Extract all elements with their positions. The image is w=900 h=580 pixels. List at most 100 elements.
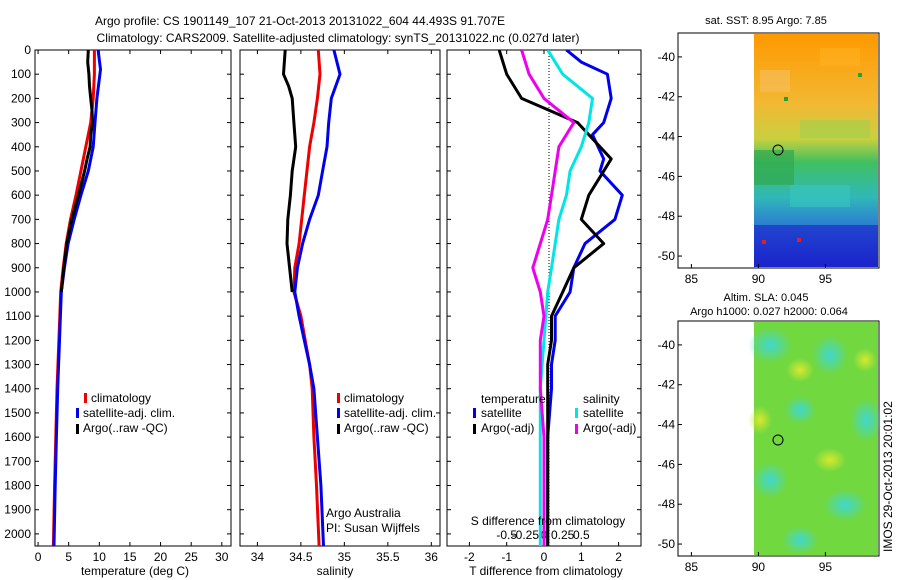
sst-map-panel: sat. SST: 8.95 Argo: 7.85 85 90 95 -40 -42 -4… bbox=[658, 15, 880, 286]
legend-swatch-satellite bbox=[337, 408, 340, 418]
temperature-legend: climatology satellite-adj. clim. Argo(..… bbox=[76, 391, 175, 435]
legend-title-temperature: temperature bbox=[481, 392, 546, 406]
sla-blob bbox=[823, 489, 867, 521]
y-tick-label: 1600 bbox=[4, 430, 31, 444]
sst-patch bbox=[754, 225, 878, 267]
sla-blob bbox=[814, 448, 846, 472]
y-tick-label: 1400 bbox=[4, 382, 31, 396]
legend-label-climatology: climatology bbox=[91, 391, 151, 405]
y-tick-label: 1700 bbox=[4, 454, 31, 468]
sla-field bbox=[748, 322, 882, 555]
sla-blob bbox=[752, 462, 788, 498]
figure-title-line2: Climatology: CARS2009. Satellite-adjuste… bbox=[97, 31, 580, 45]
imos-timestamp: IMOS 29-Oct-2013 20:01:02 bbox=[881, 401, 895, 552]
sst-patch bbox=[754, 150, 794, 185]
sst-field bbox=[754, 34, 878, 267]
x-tick-label: 90 bbox=[752, 272, 766, 286]
sst-dot bbox=[762, 240, 766, 244]
series-line-temperature-satellite bbox=[546, 50, 624, 546]
salinity-panel: 34 34.5 35 35.5 36 salinity climatology sate… bbox=[239, 49, 441, 578]
y-tick-label: -42 bbox=[658, 90, 676, 104]
x-tick-label: 0 bbox=[541, 550, 548, 564]
y-tick-label: 1800 bbox=[4, 479, 31, 493]
sst-dot bbox=[784, 97, 788, 101]
y-tick-label: 1900 bbox=[4, 503, 31, 517]
y-tick-label: 1100 bbox=[5, 309, 31, 323]
x2-tick-label: 0.5 bbox=[573, 528, 590, 542]
argo-position-marker bbox=[772, 144, 784, 156]
y-tick-label: -44 bbox=[658, 418, 676, 432]
salinity-xlabel: salinity bbox=[317, 564, 354, 578]
y-tick-label: -48 bbox=[658, 209, 676, 223]
y-tick-label: 700 bbox=[11, 212, 31, 226]
x-tick-label: 36 bbox=[425, 550, 439, 564]
x-tick-label: 85 bbox=[685, 560, 699, 574]
salinity-series bbox=[282, 50, 342, 546]
y-tick-label: -46 bbox=[658, 457, 676, 471]
difference-axis-ticks: -2 -1 0 1 2-0.5-0.25 0 0.250.5 bbox=[447, 49, 641, 564]
x2-tick-label: -0.25 bbox=[512, 528, 540, 542]
y-tick-label: 1200 bbox=[4, 333, 31, 347]
y-tick-label: 2000 bbox=[4, 527, 31, 541]
legend-title-salinity: salinity bbox=[583, 392, 620, 406]
x-tick-label: 10 bbox=[93, 550, 107, 564]
x-tick-label: 95 bbox=[819, 272, 833, 286]
sla-map-axis-ticks: 85 90 95 -40 -42 -44 -46 -48 -50 bbox=[658, 338, 833, 574]
y-tick-label: 100 bbox=[11, 67, 31, 81]
legend-swatch-climatology bbox=[84, 393, 87, 403]
sst-patch bbox=[790, 185, 850, 207]
x-tick-label: 35.5 bbox=[376, 550, 400, 564]
sla-blob bbox=[782, 526, 818, 554]
x-tick-label: 34.5 bbox=[289, 550, 313, 564]
sla-blob bbox=[748, 327, 792, 363]
x-tick-label: 20 bbox=[154, 550, 168, 564]
x-tick-label: 34 bbox=[251, 550, 265, 564]
legend-swatch-argo bbox=[337, 424, 340, 434]
sla-blob bbox=[748, 406, 772, 434]
y-tick-label: 400 bbox=[11, 140, 31, 154]
x-tick-label: 30 bbox=[215, 550, 229, 564]
sla-map-panel: Altim. SLA: 0.045 Argo h1000: 0.027 h200… bbox=[658, 292, 882, 574]
y-tick-label: -44 bbox=[658, 130, 676, 144]
x-tick-label: 90 bbox=[752, 560, 766, 574]
legend-swatch-argo bbox=[76, 424, 79, 434]
legend-label-s-argo: Argo(-adj) bbox=[583, 421, 636, 435]
legend-swatch-t-argo bbox=[473, 424, 476, 434]
sst-dot bbox=[858, 73, 862, 77]
series-line-argo bbox=[282, 50, 298, 293]
series-line-satellite bbox=[52, 50, 102, 546]
x-tick-label: -1 bbox=[501, 550, 512, 564]
legend-swatch-satellite bbox=[76, 408, 79, 418]
y-tick-label: 300 bbox=[11, 116, 31, 130]
x2-tick-label: -0.5 bbox=[496, 528, 517, 542]
legend-label-climatology: climatology bbox=[344, 391, 404, 405]
sla-blob bbox=[812, 335, 848, 375]
legend-swatch-t-satellite bbox=[473, 408, 476, 418]
legend-swatch-climatology bbox=[337, 393, 340, 403]
y-tick-label: 1000 bbox=[4, 285, 31, 299]
figure-title-line1: Argo profile: CS 1901149_107 21-Oct-2013… bbox=[95, 14, 505, 28]
sla-blob bbox=[850, 398, 882, 442]
sst-patch bbox=[820, 48, 860, 66]
sst-dot bbox=[797, 238, 801, 242]
legend-label-argo: Argo(..raw -QC) bbox=[344, 421, 429, 435]
salinity-legend: climatology satellite-adj. clim. Argo(..… bbox=[337, 391, 436, 435]
y-tick-label: -50 bbox=[658, 249, 676, 263]
sla-blob bbox=[853, 348, 877, 372]
sla-map-title: Altim. SLA: 0.045 bbox=[724, 292, 809, 304]
difference-series bbox=[497, 50, 624, 546]
x-tick-label: 2 bbox=[615, 550, 622, 564]
y-tick-label: 200 bbox=[11, 91, 31, 105]
sla-blob bbox=[784, 396, 816, 424]
x-tick-label: 15 bbox=[123, 550, 137, 564]
y-tick-label: 1500 bbox=[4, 406, 31, 420]
y-tick-label: -42 bbox=[658, 378, 676, 392]
argo-position-marker bbox=[772, 434, 784, 446]
salinity-axis-ticks: 34 34.5 35 35.5 36 bbox=[240, 49, 440, 564]
y-tick-label: 800 bbox=[11, 237, 31, 251]
y-tick-label: -40 bbox=[658, 50, 676, 64]
pi-label: PI: Susan Wijffels bbox=[326, 521, 420, 535]
series-line-temperature-argo bbox=[497, 50, 613, 546]
sst-map-title: sat. SST: 8.95 Argo: 7.85 bbox=[705, 15, 827, 27]
x-tick-label: 0 bbox=[35, 550, 42, 564]
